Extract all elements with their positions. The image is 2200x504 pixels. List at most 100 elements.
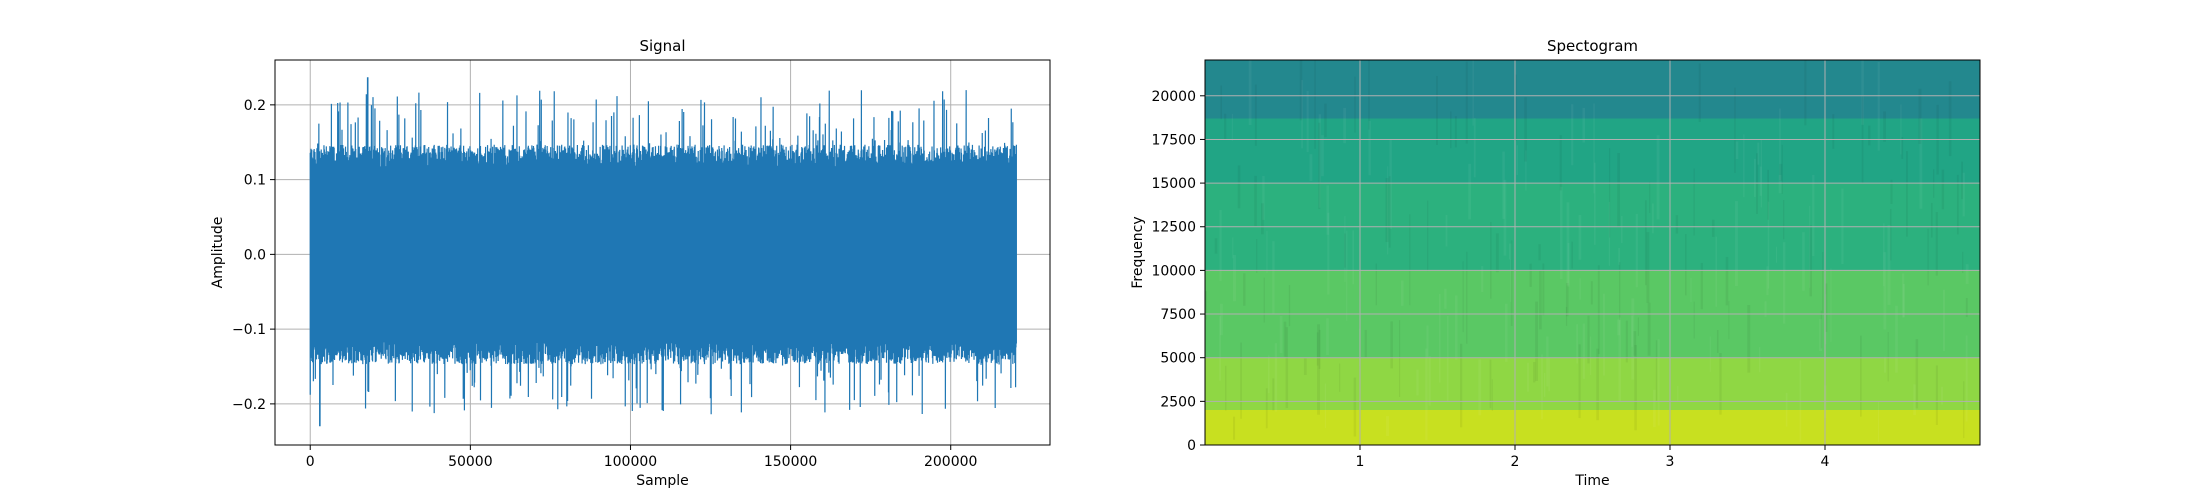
spectrogram-texture — [1427, 200, 1429, 272]
spectrogram-texture — [1715, 236, 1718, 307]
spectrogram-texture — [1655, 340, 1658, 401]
spectrogram-texture — [1760, 139, 1762, 208]
spectrogram-texture — [1388, 176, 1391, 248]
spectrogram-texture — [1935, 212, 1938, 276]
spectrogram-texture — [1353, 377, 1357, 437]
spectrogram-texture — [1766, 266, 1769, 296]
spectrogram-texture — [1594, 162, 1596, 245]
spectrogram-texture — [1781, 144, 1783, 195]
spectrogram-texture — [1326, 318, 1329, 355]
spectrogram-texture — [1436, 75, 1438, 146]
spectrogram-texture — [1445, 214, 1448, 247]
spectrogram-texture — [1444, 288, 1447, 309]
spectrogram-texture — [1618, 262, 1621, 321]
spectrogram-texture — [1819, 319, 1822, 352]
spectrogram-texture — [1409, 214, 1411, 306]
spectrogram-texture — [1274, 343, 1278, 412]
spectrogram-x-tick-label: 1 — [1356, 454, 1365, 470]
spectrogram-texture — [1743, 134, 1745, 198]
spectrogram-texture — [1400, 280, 1404, 306]
spectrogram-texture — [1438, 293, 1441, 383]
spectrogram-texture — [1820, 310, 1823, 349]
spectrogram-x-tick-label: 3 — [1666, 454, 1675, 470]
spectrogram-texture — [1930, 202, 1933, 238]
spectrogram-texture — [1231, 113, 1233, 141]
spectrogram-texture — [1962, 251, 1964, 274]
spectrogram-texture — [1567, 242, 1570, 287]
spectrogram-texture — [1942, 289, 1945, 352]
spectrogram-texture — [1495, 233, 1499, 273]
spectrogram-texture — [1510, 240, 1513, 327]
spectrogram-texture — [1478, 359, 1482, 416]
spectrogram-texture — [1529, 263, 1532, 287]
spectrogram-texture — [1767, 169, 1769, 220]
spectrogram-texture — [1621, 216, 1623, 243]
spectrogram-texture — [1941, 386, 1943, 405]
spectrogram-texture — [1935, 365, 1938, 426]
spectrogram-texture — [1346, 230, 1348, 321]
spectrogram-texture — [1593, 103, 1595, 194]
spectrogram-texture — [1716, 329, 1719, 353]
spectrogram-texture — [1237, 165, 1241, 209]
spectrogram-texture — [1597, 265, 1600, 355]
spectrogram-texture — [1579, 278, 1581, 300]
spectrogram-texture — [1503, 179, 1507, 256]
signal-x-tick-label: 150000 — [764, 454, 817, 470]
signal-x-tick-label: 100000 — [604, 454, 657, 470]
spectrogram-texture — [1416, 369, 1419, 396]
spectrogram-texture — [1905, 151, 1908, 237]
spectrogram-texture — [1747, 304, 1751, 373]
spectrogram-texture — [1425, 348, 1428, 441]
spectrogram-texture — [1481, 266, 1484, 292]
spectrogram-texture — [1941, 169, 1945, 210]
spectrogram-texture — [1625, 320, 1628, 363]
spectrogram-texture — [1450, 111, 1452, 149]
spectrogram-texture — [1824, 283, 1828, 332]
spectrogram-x-tick-label: 2 — [1511, 454, 1520, 470]
spectrogram-texture — [1224, 113, 1227, 140]
spectrogram-y-tick-label: 5000 — [1160, 351, 1196, 367]
spectrogram-texture — [1466, 251, 1468, 344]
spectrogram-texture — [1565, 306, 1568, 326]
spectrogram-texture — [1764, 301, 1767, 317]
spectrogram-texture — [1915, 339, 1919, 409]
spectrogram-texture — [1352, 230, 1355, 285]
spectrogram-texture — [1734, 87, 1736, 173]
spectrogram-texture — [1232, 237, 1234, 259]
spectrogram-texture — [1590, 281, 1593, 305]
spectrogram-texture — [1301, 80, 1303, 149]
spectrogram-texture — [1324, 103, 1327, 138]
spectrogram-texture — [1596, 348, 1599, 421]
spectrogram-texture — [1633, 331, 1637, 356]
spectrogram-texture — [1390, 321, 1393, 369]
spectrogram-texture — [1220, 85, 1223, 120]
spectrogram-texture — [1590, 336, 1592, 376]
spectrogram-texture — [1785, 392, 1788, 427]
spectrogram-texture — [1824, 294, 1827, 345]
spectrogram-texture — [1757, 142, 1760, 165]
spectrogram-texture — [1883, 111, 1887, 142]
spectrogram-texture — [1918, 88, 1922, 145]
spectrogram-texture — [1675, 215, 1679, 234]
spectrogram-texture — [1233, 416, 1236, 440]
spectrogram-texture — [1566, 202, 1570, 286]
spectrogram-texture — [1344, 233, 1346, 268]
spectrogram-texture — [1719, 352, 1722, 415]
spectrogram-texture — [1634, 344, 1637, 431]
signal-x-label: Sample — [636, 473, 689, 489]
signal-title: Signal — [639, 37, 685, 55]
spectrogram-texture — [1735, 141, 1739, 160]
spectrogram-texture — [1299, 60, 1303, 121]
spectrogram-texture — [1578, 344, 1581, 419]
spectrogram-texture — [1219, 209, 1222, 282]
signal-y-tick-label: 0.0 — [244, 247, 266, 263]
spectrogram-texture — [1214, 238, 1218, 254]
spectrogram-texture — [1248, 60, 1252, 126]
spectrogram-y-tick-label: 12500 — [1151, 220, 1196, 236]
spectrogram-texture — [1919, 118, 1923, 209]
spectrogram-texture — [1368, 60, 1370, 130]
spectrogram-texture — [1465, 61, 1468, 144]
spectrogram-texture — [1571, 241, 1573, 269]
spectrogram-texture — [1890, 179, 1893, 205]
